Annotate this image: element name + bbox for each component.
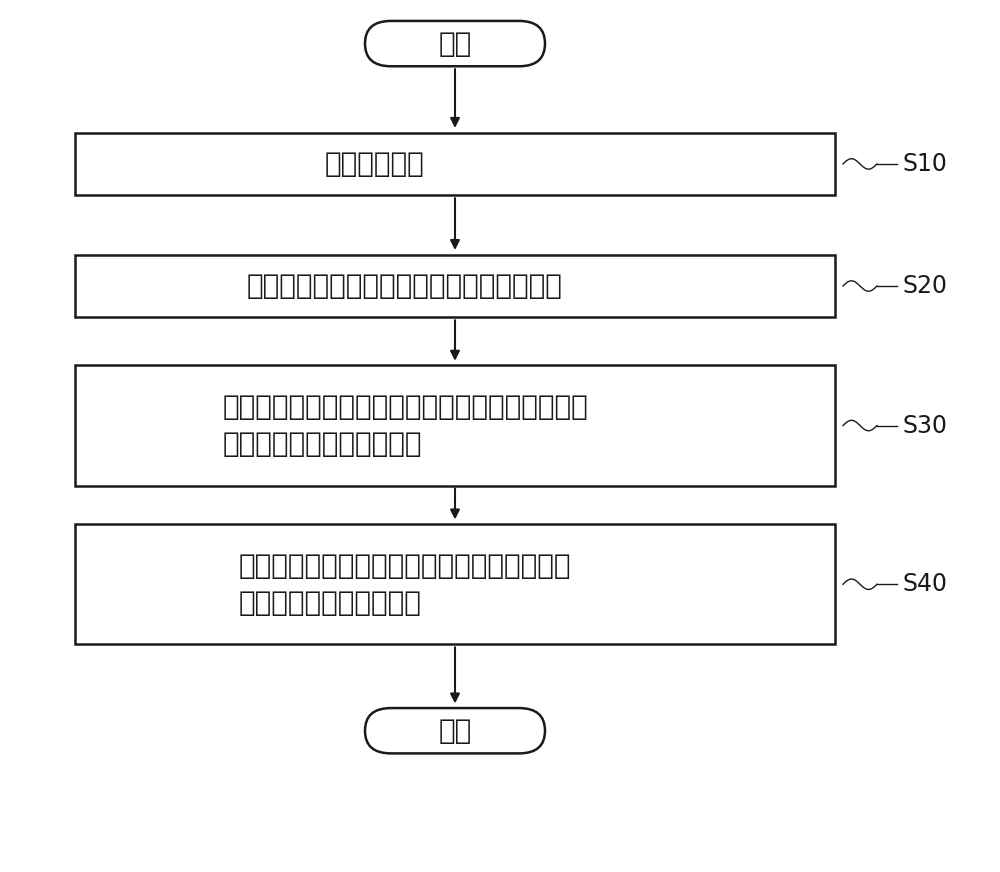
Text: S40: S40: [902, 572, 947, 596]
FancyBboxPatch shape: [75, 524, 835, 644]
Text: S20: S20: [902, 274, 947, 298]
Text: 计算使用人工神经网络模型预测的溶池大小与实际
测量的溶池大小之间的误差: 计算使用人工神经网络模型预测的溶池大小与实际 测量的溶池大小之间的误差: [222, 393, 588, 458]
Text: 开始: 开始: [438, 30, 472, 58]
FancyBboxPatch shape: [365, 708, 545, 753]
Text: 提取溶池大小: 提取溶池大小: [325, 150, 425, 178]
FancyBboxPatch shape: [75, 133, 835, 195]
Text: 建立用于预测溶池大小的人工神经网络模型: 建立用于预测溶池大小的人工神经网络模型: [247, 272, 563, 300]
Text: S10: S10: [902, 152, 947, 176]
FancyBboxPatch shape: [75, 365, 835, 486]
FancyBboxPatch shape: [75, 255, 835, 317]
Text: 基于溶池的预测大小和溶池的实际测量大小之
间的误差控制溶池的大小: 基于溶池的预测大小和溶池的实际测量大小之 间的误差控制溶池的大小: [239, 552, 571, 617]
Text: S30: S30: [902, 413, 947, 438]
Text: 结束: 结束: [438, 717, 472, 745]
FancyBboxPatch shape: [365, 21, 545, 66]
